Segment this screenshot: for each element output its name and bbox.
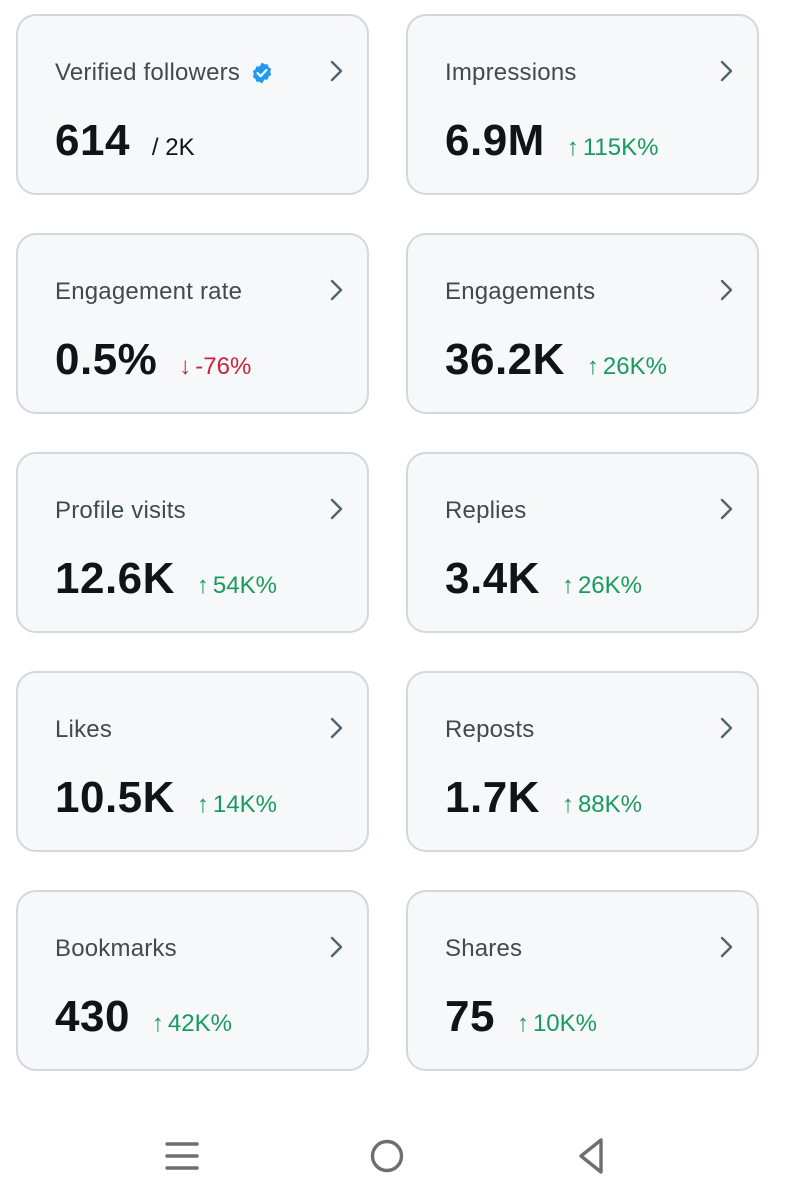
back-icon[interactable] <box>573 1136 613 1176</box>
change-value: 10K% <box>532 1010 597 1037</box>
card-impressions[interactable]: Impressions 6.9M ↑ 115K% <box>406 14 759 195</box>
arrow-up-icon: ↑ <box>196 791 209 818</box>
arrow-down-icon: ↓ <box>179 353 192 380</box>
change-value: 88K% <box>577 791 642 818</box>
change-value: 54K% <box>212 572 277 599</box>
arrow-up-icon: ↑ <box>566 134 579 161</box>
chevron-right-icon <box>720 498 733 520</box>
metric-value: 36.2K <box>445 335 565 384</box>
card-label-wrap: Impressions <box>445 59 577 87</box>
card-replies[interactable]: Replies 3.4K ↑ 26K% <box>406 452 759 633</box>
metric-value: 6.9M <box>445 116 545 165</box>
card-reposts[interactable]: Reposts 1.7K ↑ 88K% <box>406 671 759 852</box>
change-value: 42K% <box>167 1010 232 1037</box>
metric-change: ↑ 54K% <box>197 572 277 600</box>
metric-change: ↑ 42K% <box>152 1010 232 1038</box>
change-value: 14K% <box>212 791 277 818</box>
metric-change: ↑ 26K% <box>587 353 667 381</box>
value-row: 1.7K ↑ 88K% <box>445 773 642 823</box>
arrow-up-icon: ↑ <box>516 1010 529 1037</box>
change-value: 115K% <box>582 134 659 161</box>
system-nav-bar <box>0 1110 798 1200</box>
metric-value: 12.6K <box>55 554 175 603</box>
home-icon[interactable] <box>367 1136 407 1176</box>
chevron-right-icon <box>720 936 733 958</box>
arrow-up-icon: ↑ <box>561 572 574 599</box>
chevron-right-icon <box>720 60 733 82</box>
chevron-right-icon <box>720 279 733 301</box>
metric-change: ↑ 26K% <box>562 572 642 600</box>
card-label-wrap: Engagement rate <box>55 278 242 306</box>
card-label: Impressions <box>445 59 577 86</box>
card-label: Verified followers <box>55 59 241 86</box>
card-profile-visits[interactable]: Profile visits 12.6K ↑ 54K% <box>16 452 369 633</box>
value-row: 10.5K ↑ 14K% <box>55 773 277 823</box>
card-label: Profile visits <box>55 497 186 524</box>
card-shares[interactable]: Shares 75 ↑ 10K% <box>406 890 759 1071</box>
change-value: -76% <box>195 353 252 380</box>
metric-value: 75 <box>445 992 495 1041</box>
card-label: Replies <box>445 497 527 524</box>
value-row: 0.5% ↓ -76% <box>55 335 251 385</box>
value-row: 430 ↑ 42K% <box>55 992 232 1042</box>
metric-value: 3.4K <box>445 554 540 603</box>
card-label: Reposts <box>445 716 535 743</box>
arrow-up-icon: ↑ <box>561 791 574 818</box>
change-value: 26K% <box>577 572 642 599</box>
card-label: Engagements <box>445 278 596 305</box>
chevron-right-icon <box>330 60 343 82</box>
recents-icon[interactable] <box>162 1136 202 1176</box>
value-row: 36.2K ↑ 26K% <box>445 335 667 385</box>
card-label: Shares <box>445 935 523 962</box>
metric-change: ↑ 115K% <box>567 134 659 162</box>
card-label-wrap: Engagements <box>445 278 595 306</box>
card-label-wrap: Likes <box>55 716 112 744</box>
metric-change: ↓ -76% <box>179 353 251 381</box>
value-row: 614 / 2K <box>55 116 195 166</box>
card-label: Bookmarks <box>55 935 177 962</box>
chevron-right-icon <box>330 717 343 739</box>
metric-value: 430 <box>55 992 130 1041</box>
arrow-up-icon: ↑ <box>586 353 599 380</box>
card-label: Likes <box>55 716 113 743</box>
metric-change: ↑ 88K% <box>562 791 642 819</box>
card-label: Engagement rate <box>55 278 243 305</box>
chevron-right-icon <box>330 279 343 301</box>
metric-value: 614 <box>55 116 130 165</box>
card-verified-followers[interactable]: Verified followers 614 / 2K <box>16 14 369 195</box>
chevron-right-icon <box>720 717 733 739</box>
card-label-wrap: Profile visits <box>55 497 186 525</box>
metric-change: ↑ 14K% <box>197 791 277 819</box>
arrow-up-icon: ↑ <box>196 572 209 599</box>
metric-value: 1.7K <box>445 773 540 822</box>
card-label-wrap: Verified followers <box>55 59 274 87</box>
chevron-right-icon <box>330 936 343 958</box>
card-label-wrap: Replies <box>445 497 526 525</box>
card-label-wrap: Bookmarks <box>55 935 177 963</box>
change-value: 26K% <box>602 353 667 380</box>
card-likes[interactable]: Likes 10.5K ↑ 14K% <box>16 671 369 852</box>
card-label-wrap: Shares <box>445 935 522 963</box>
value-row: 3.4K ↑ 26K% <box>445 554 642 604</box>
metric-change: ↑ 10K% <box>517 1010 597 1038</box>
value-row: 6.9M ↑ 115K% <box>445 116 658 166</box>
metric-value: 0.5% <box>55 335 158 384</box>
metric-sub: / 2K <box>151 134 195 161</box>
chevron-right-icon <box>330 498 343 520</box>
metric-value: 10.5K <box>55 773 175 822</box>
arrow-up-icon: ↑ <box>151 1010 164 1037</box>
value-row: 12.6K ↑ 54K% <box>55 554 277 604</box>
verified-badge-icon <box>252 62 272 84</box>
card-bookmarks[interactable]: Bookmarks 430 ↑ 42K% <box>16 890 369 1071</box>
card-label-wrap: Reposts <box>445 716 534 744</box>
card-engagements[interactable]: Engagements 36.2K ↑ 26K% <box>406 233 759 414</box>
card-engagement-rate[interactable]: Engagement rate 0.5% ↓ -76% <box>16 233 369 414</box>
value-row: 75 ↑ 10K% <box>445 992 597 1042</box>
